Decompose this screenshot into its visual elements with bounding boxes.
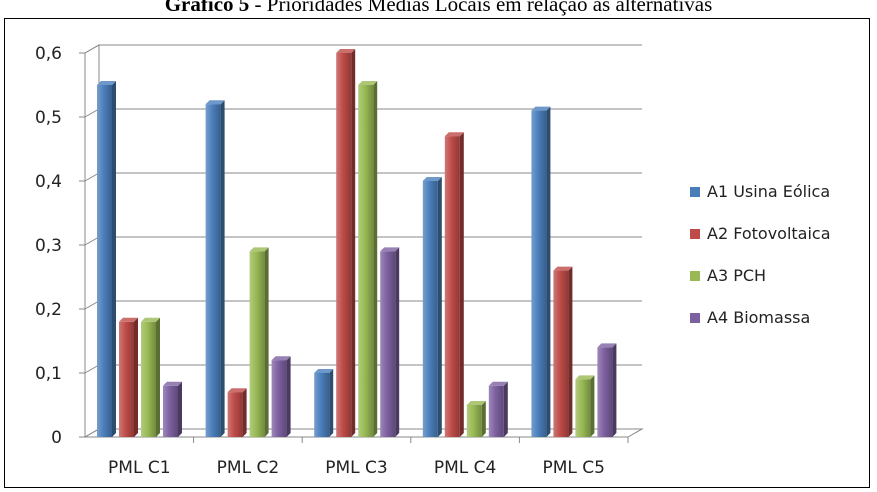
bar-4-1 bbox=[163, 385, 178, 437]
bar-top bbox=[141, 317, 160, 322]
bar-top bbox=[380, 247, 400, 252]
bar-2-1 bbox=[119, 321, 134, 437]
bar-top bbox=[163, 381, 182, 386]
bar-top bbox=[97, 81, 116, 85]
bar-1-1 bbox=[97, 85, 112, 437]
bar-1-5 bbox=[531, 110, 547, 437]
bar-3-2 bbox=[249, 251, 265, 437]
y-tick-label: 0,6 bbox=[35, 44, 62, 64]
bar-top bbox=[271, 356, 291, 361]
bar-4-2 bbox=[271, 360, 287, 437]
bar-4-4 bbox=[488, 385, 504, 437]
legend-swatch bbox=[690, 187, 700, 197]
bar-side bbox=[546, 106, 551, 437]
legend-label: A4 Biomassa bbox=[707, 308, 810, 327]
bar-side bbox=[590, 375, 595, 437]
x-tick-label: PML C2 bbox=[217, 458, 279, 478]
y-tick-label: 0,3 bbox=[35, 236, 62, 256]
bar-3-5 bbox=[575, 379, 591, 437]
bar-side bbox=[112, 81, 116, 437]
legend-swatch bbox=[690, 271, 700, 281]
bar-top bbox=[205, 100, 225, 105]
x-tick-label: PML C1 bbox=[108, 458, 170, 478]
bar-2-5 bbox=[553, 270, 569, 437]
gridline bbox=[84, 44, 642, 54]
bar-side bbox=[178, 381, 182, 437]
bar-side bbox=[220, 100, 225, 437]
bar-2-4 bbox=[444, 136, 460, 437]
bar-side bbox=[568, 266, 573, 437]
bar-top bbox=[336, 49, 356, 53]
bar-top bbox=[358, 81, 378, 85]
bar-side bbox=[481, 401, 486, 437]
bar-4-5 bbox=[597, 347, 613, 437]
bar-top bbox=[422, 177, 442, 181]
bar-top bbox=[314, 369, 334, 373]
bar-3-1 bbox=[141, 321, 156, 437]
bar-top bbox=[466, 401, 486, 405]
bar-side bbox=[329, 369, 334, 437]
bar-top bbox=[488, 381, 508, 386]
bar-2-2 bbox=[227, 392, 243, 437]
bar-top bbox=[575, 375, 595, 380]
bar-top bbox=[227, 388, 247, 393]
legend-label: A2 Fotovoltaica bbox=[707, 224, 831, 243]
bar-side bbox=[351, 49, 356, 437]
bar-side bbox=[286, 356, 291, 437]
bar-side bbox=[134, 317, 138, 437]
legend-swatch bbox=[690, 313, 700, 323]
bar-side bbox=[242, 388, 247, 437]
y-tick-label: 0,5 bbox=[35, 108, 62, 128]
x-tick-label: PML C4 bbox=[434, 458, 496, 478]
bar-side bbox=[156, 317, 160, 437]
x-tick-label: PML C3 bbox=[325, 458, 387, 478]
legend-label: A3 PCH bbox=[707, 266, 766, 285]
chart-caption: Gráfico 5 - Prioridades Médias Locais em… bbox=[0, 0, 877, 17]
bar-top bbox=[531, 106, 551, 111]
bar-side bbox=[264, 247, 269, 437]
bar-4-3 bbox=[380, 251, 396, 437]
y-tick-label: 0 bbox=[51, 428, 62, 448]
bar-3-4 bbox=[466, 405, 482, 437]
caption-prefix: Gráfico 5 bbox=[164, 0, 250, 16]
bar-top bbox=[553, 266, 573, 271]
bar-1-4 bbox=[422, 181, 438, 437]
bar-top bbox=[249, 247, 269, 252]
bar-side bbox=[373, 81, 378, 437]
caption-text: - Prioridades Médias Locais em relação à… bbox=[249, 0, 713, 16]
bar-side bbox=[612, 343, 617, 437]
y-tick-label: 0,4 bbox=[35, 172, 62, 192]
bar-side bbox=[395, 247, 400, 437]
bar-top bbox=[597, 343, 617, 348]
bar-side bbox=[437, 177, 442, 437]
bar-1-2 bbox=[205, 104, 221, 437]
bar-side bbox=[459, 132, 464, 437]
bar-1-3 bbox=[314, 373, 330, 437]
y-tick-label: 0,1 bbox=[35, 364, 62, 384]
bar-side bbox=[503, 381, 508, 437]
legend-swatch bbox=[690, 229, 700, 239]
bar-3-3 bbox=[358, 85, 374, 437]
legend-label: A1 Usina Eólica bbox=[707, 182, 830, 201]
y-tick-label: 0,2 bbox=[35, 300, 62, 320]
x-tick-label: PML C5 bbox=[542, 458, 604, 478]
bar-top bbox=[119, 317, 138, 322]
bar-top bbox=[444, 132, 464, 137]
bar-2-3 bbox=[336, 53, 352, 437]
